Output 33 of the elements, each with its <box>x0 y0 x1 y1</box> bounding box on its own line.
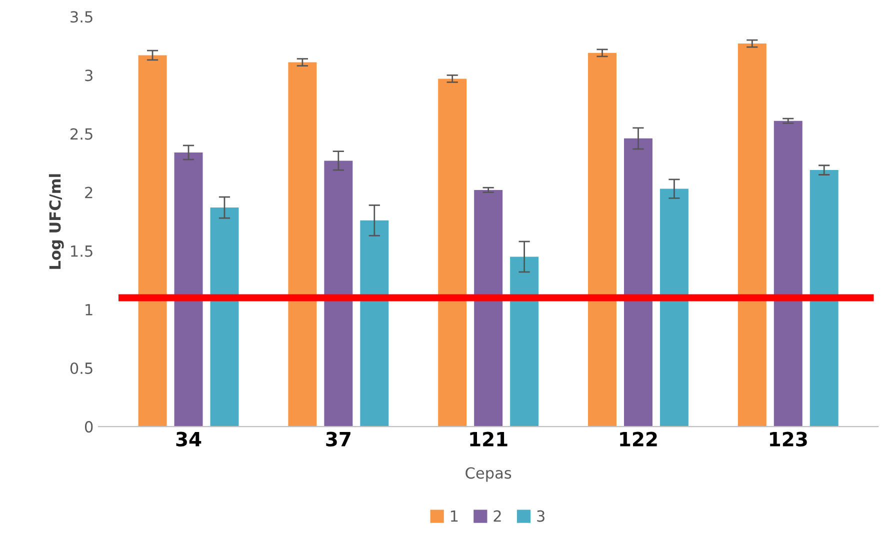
y-tick-label: 2.5 <box>70 128 92 140</box>
bar <box>474 190 503 427</box>
bar <box>510 256 539 427</box>
x-axis-title: Cepas <box>466 467 512 482</box>
bar <box>660 188 688 427</box>
x-tick-label: 121 <box>470 432 508 446</box>
bar <box>288 62 317 427</box>
bar <box>810 170 838 427</box>
bar <box>360 220 389 427</box>
x-tick-label: 34 <box>176 432 202 446</box>
y-tick-label: 0 <box>84 421 93 433</box>
legend-label: 2 <box>494 510 501 522</box>
legend-label: 1 <box>450 510 458 522</box>
y-tick-label: 1.5 <box>71 246 92 257</box>
y-tick-label: 0.5 <box>70 362 92 374</box>
y-tick-label: 1 <box>86 304 92 316</box>
bar <box>588 52 616 427</box>
y-tick-label: 3.5 <box>70 11 92 23</box>
bar <box>174 152 203 427</box>
y-axis-title: Log UFC/ml <box>48 174 64 269</box>
bar <box>438 78 467 427</box>
bar <box>210 208 239 427</box>
bar <box>624 138 652 427</box>
x-tick-label: 37 <box>326 432 350 446</box>
bar <box>774 120 802 427</box>
y-tick-label: 2 <box>85 186 92 198</box>
bar <box>738 44 766 427</box>
bar <box>324 160 353 427</box>
bar <box>138 55 167 427</box>
x-tick-label: 122 <box>620 432 657 446</box>
y-tick-label: 3 <box>85 70 92 82</box>
x-tick-label: 123 <box>770 432 807 446</box>
legend-label: 3 <box>537 510 544 522</box>
